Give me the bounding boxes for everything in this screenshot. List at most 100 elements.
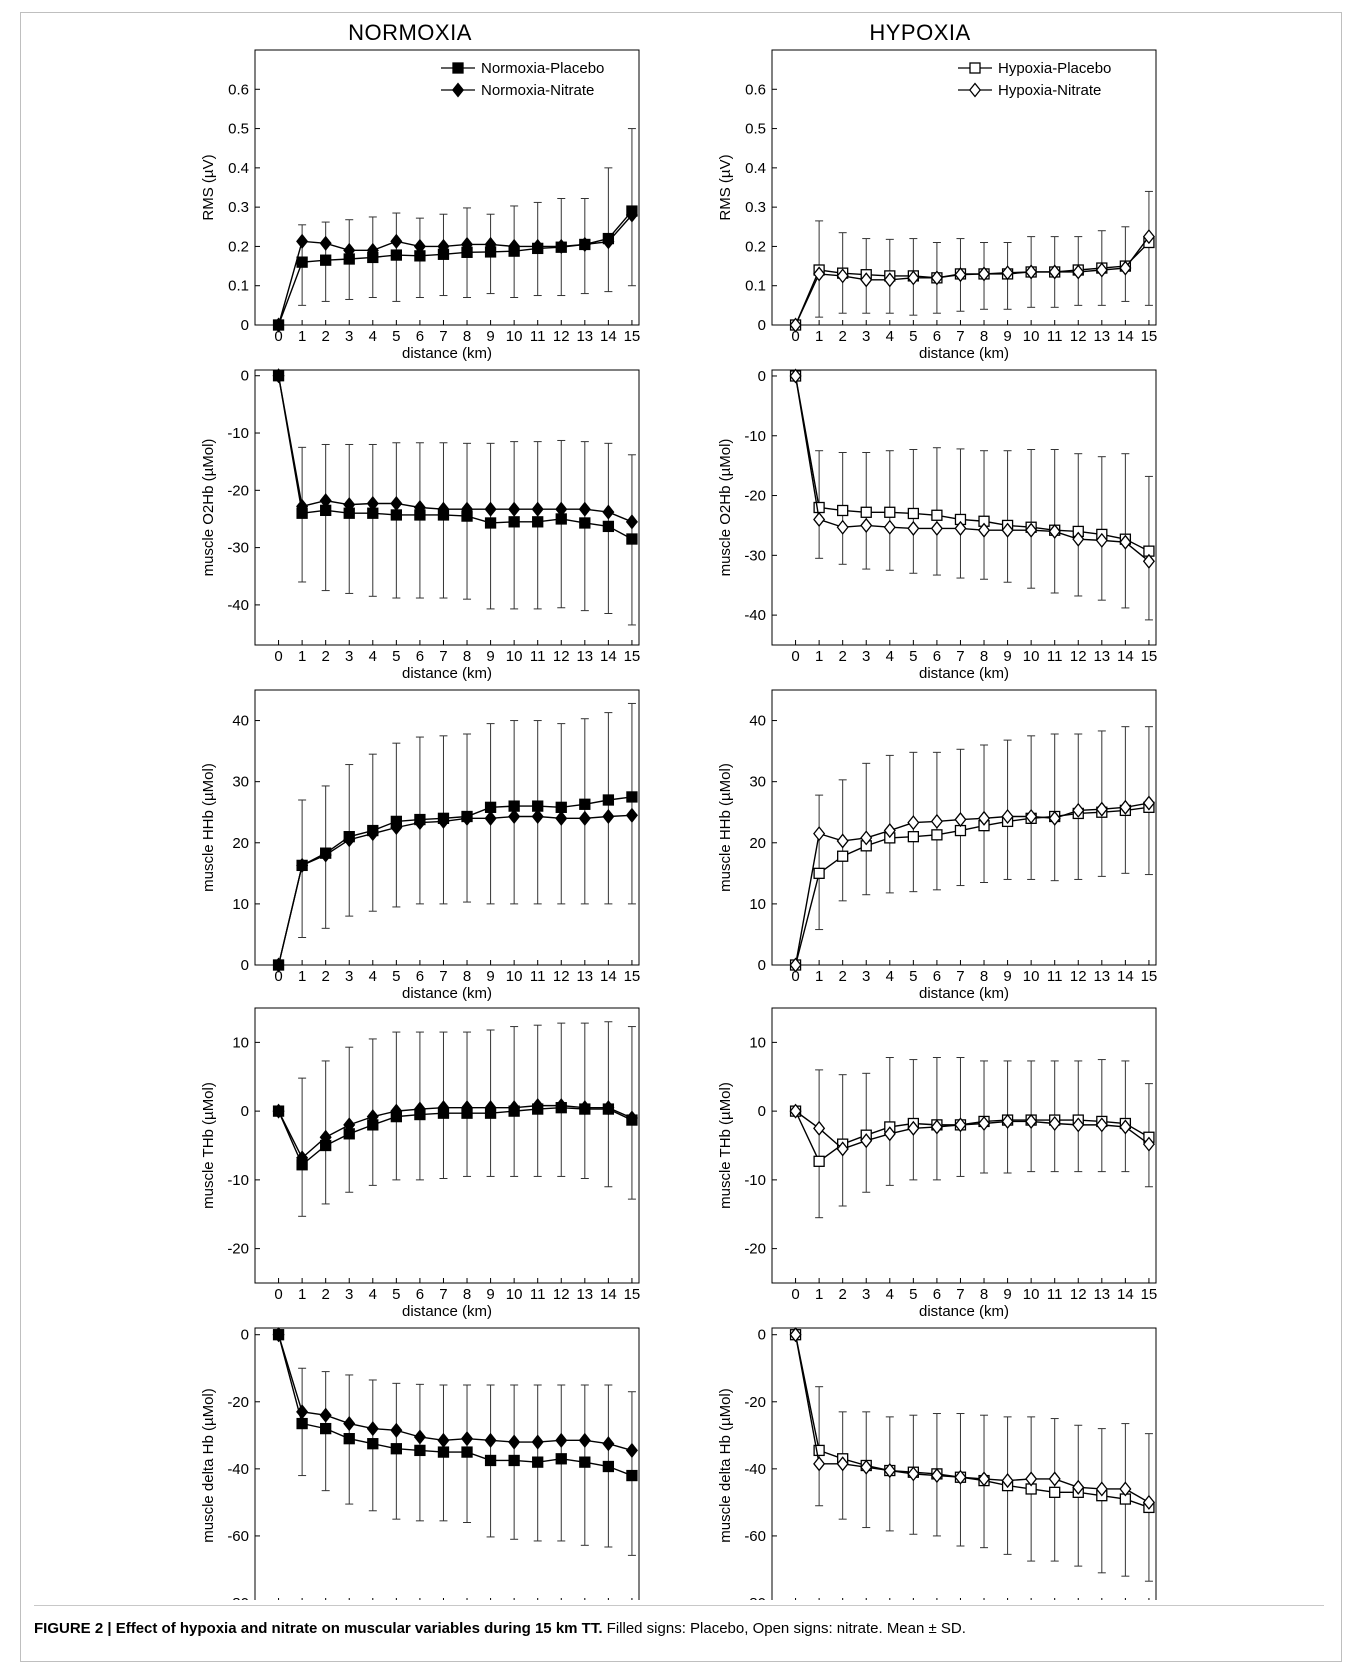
x-tick-label: 9 <box>486 968 494 985</box>
plot-axes <box>771 1327 1157 1600</box>
data-point <box>625 1110 638 1126</box>
data-point <box>1142 553 1155 569</box>
data-point <box>977 1115 991 1132</box>
panel-n-thb: 100-10-200 1 2 3 4 5 6 7 8 9 10 11 12 13 14 15distance … <box>200 1007 640 1320</box>
x-axis-label: distance (km) <box>402 665 492 682</box>
y-tick-label: 0 <box>758 1103 766 1120</box>
x-tick-label: 9 <box>1003 1286 1011 1303</box>
data-point <box>1095 532 1108 548</box>
legend-marker <box>452 62 464 74</box>
x-tick-label: 9 <box>486 328 494 345</box>
data-point <box>860 830 873 846</box>
plot-axes <box>771 369 1157 646</box>
x-tick-label: 10 <box>506 1286 523 1303</box>
series-line <box>277 375 633 523</box>
y-tick-label: 0 <box>241 1327 249 1344</box>
data-point <box>579 517 591 529</box>
data-point <box>883 272 896 288</box>
x-tick-label: 0 <box>791 648 799 665</box>
data-point <box>1095 1117 1108 1133</box>
data-point <box>508 501 521 517</box>
x-tick-label: 4 <box>369 1286 377 1303</box>
x-tick-label: 7 <box>956 648 964 665</box>
y-tick-label: -10 <box>744 1172 766 1189</box>
x-tick-label: 15 <box>1141 328 1158 345</box>
y-tick-label: 40 <box>749 713 766 730</box>
data-point <box>272 1103 285 1119</box>
x-tick-label: 5 <box>392 968 400 985</box>
data-point <box>626 791 638 803</box>
data-point <box>437 1100 450 1116</box>
data-point <box>508 238 521 254</box>
data-point <box>837 850 849 862</box>
data-point <box>555 810 568 826</box>
series-line <box>277 796 633 966</box>
x-tick-label: 1 <box>298 968 306 985</box>
data-point <box>437 501 450 517</box>
data-point <box>272 1327 285 1343</box>
data-point <box>390 1443 402 1455</box>
data-point <box>460 1431 474 1447</box>
data-point <box>484 517 497 529</box>
x-tick-label: 11 <box>530 968 546 985</box>
x-tick-label: 11 <box>1047 328 1063 345</box>
data-point <box>907 1466 920 1482</box>
plot-axes <box>254 689 640 966</box>
data-point <box>1048 1471 1061 1487</box>
data-point <box>1142 229 1155 245</box>
data-point <box>602 794 615 806</box>
x-tick-label: 4 <box>369 968 377 985</box>
panel-h-o2hb: 0-10-20-30-400 1 2 3 4 5 6 7 8 9 10 11 12 13 14 15dista… <box>717 368 1157 682</box>
data-point <box>977 266 991 282</box>
x-tick-label: 13 <box>576 328 593 345</box>
x-tick-label: 8 <box>463 328 471 345</box>
data-point <box>578 501 591 517</box>
data-point <box>813 511 826 527</box>
x-axis-label: distance (km) <box>919 1303 1009 1320</box>
data-point <box>836 833 849 849</box>
x-tick-label: 0 <box>791 968 799 985</box>
x-tick-label: 15 <box>624 648 641 665</box>
x-tick-label: 6 <box>933 328 941 345</box>
data-point <box>390 495 403 512</box>
data-point <box>860 1133 873 1149</box>
data-point <box>1025 1471 1038 1487</box>
data-point <box>390 249 402 261</box>
data-point <box>343 1416 356 1432</box>
data-point <box>437 1446 450 1458</box>
data-point <box>954 812 967 828</box>
data-point <box>836 1456 849 1472</box>
x-tick-label: 8 <box>463 1286 471 1303</box>
data-point <box>578 236 591 253</box>
legend-marker <box>451 82 465 98</box>
y-tick-label: -20 <box>744 488 766 505</box>
data-point <box>366 495 379 512</box>
data-point <box>813 1155 825 1167</box>
x-tick-label: 8 <box>980 648 988 665</box>
x-tick-label: 6 <box>933 968 941 985</box>
data-point <box>602 1460 615 1473</box>
x-tick-label: 4 <box>369 328 377 345</box>
data-point <box>1072 802 1085 818</box>
x-tick-label: 2 <box>839 968 847 985</box>
data-point <box>320 1422 332 1435</box>
data-point <box>437 238 450 254</box>
y-axis-label: RMS (µV) <box>717 154 734 220</box>
x-tick-label: 8 <box>980 968 988 985</box>
x-tick-label: 2 <box>322 1286 330 1303</box>
data-point <box>789 368 802 384</box>
data-point <box>343 242 356 258</box>
x-tick-label: 9 <box>1003 968 1011 985</box>
data-point <box>461 1446 473 1458</box>
figure-panels: 00.10.20.30.40.50.60 1 2 3 4 5 6 7 8 9 10 11 12 13 14 1… <box>200 49 1158 1600</box>
x-tick-label: 12 <box>553 1286 570 1303</box>
data-point <box>319 493 332 509</box>
x-tick-label: 8 <box>980 328 988 345</box>
data-point <box>390 509 402 521</box>
x-tick-label: 1 <box>298 1286 306 1303</box>
y-tick-label: 0 <box>241 368 249 385</box>
plot-axes <box>771 689 1157 966</box>
x-tick-label: 8 <box>463 648 471 665</box>
y-axis-label: muscle O2Hb (µMol) <box>200 439 217 577</box>
